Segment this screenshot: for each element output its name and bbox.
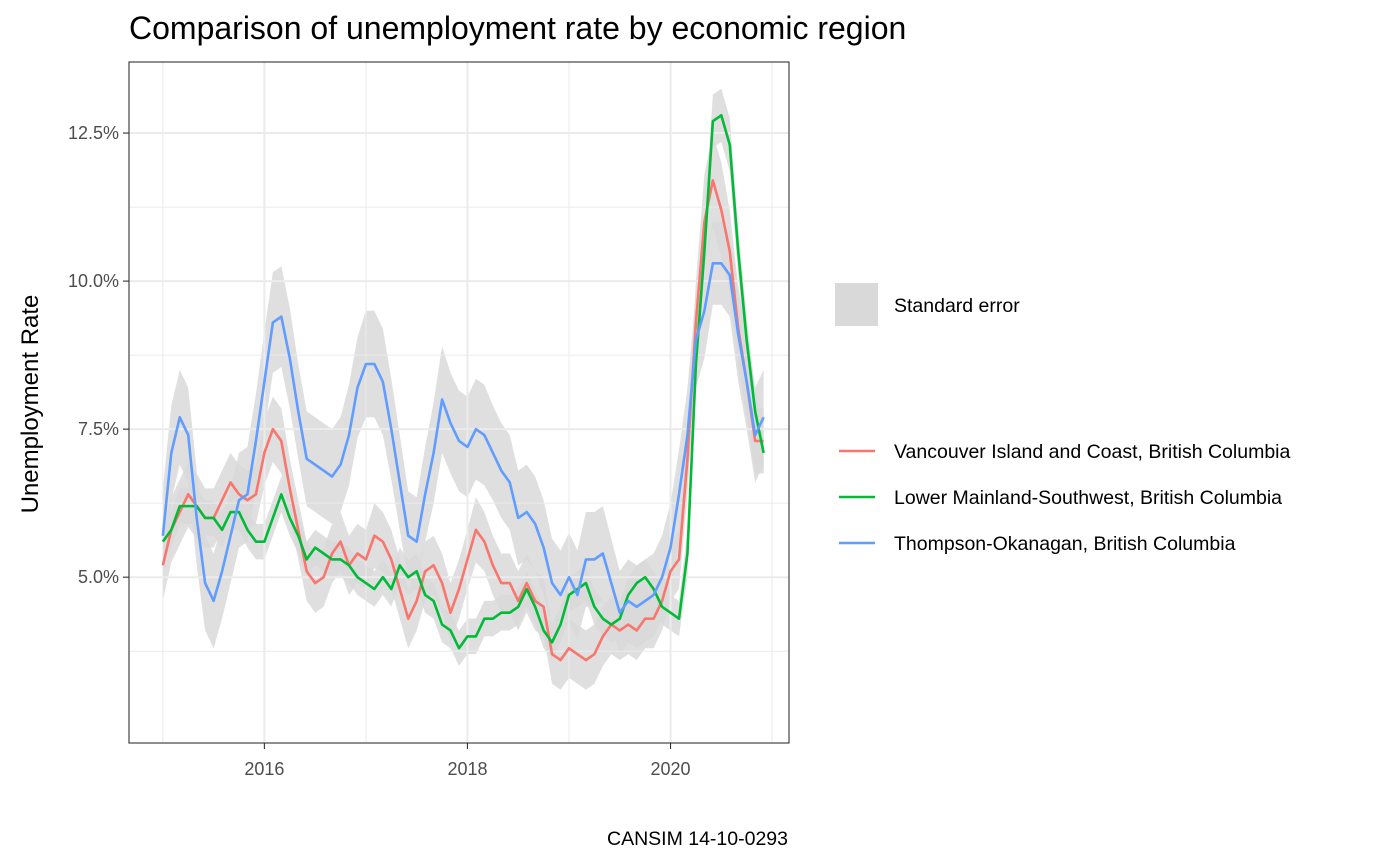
y-tick-label: 5.0%	[78, 567, 119, 587]
legend-label-series-0: Vancouver Island and Coast, British Colu…	[894, 441, 1290, 463]
y-tick-label: 7.5%	[78, 419, 119, 439]
y-tick-label: 12.5%	[68, 123, 119, 143]
series-line-2	[161, 262, 765, 615]
y-tick-label: 10.0%	[68, 271, 119, 291]
series-line-1	[161, 114, 765, 650]
legend-label-standard-error: Standard error	[894, 295, 1020, 317]
legend-key-standard-error	[835, 283, 878, 326]
x-tick-label: 2016	[244, 759, 284, 779]
x-tick-label: 2018	[447, 759, 487, 779]
legend-label-series-2: Thompson-Okanagan, British Columbia	[894, 533, 1236, 555]
axes: 5.0% 7.5% 10.0% 12.5% 2016 2018 2020	[68, 123, 691, 779]
legend-label-series-1: Lower Mainland-Southwest, British Columb…	[894, 487, 1282, 509]
plot-panel-border	[128, 61, 790, 744]
grid-lines	[129, 62, 789, 743]
chart-title: Comparison of unemployment rate by econo…	[129, 10, 906, 46]
caption: CANSIM 14-10-0293	[607, 828, 788, 850]
x-tick-label: 2020	[651, 759, 691, 779]
series-line-0	[161, 179, 764, 662]
series-lines	[161, 114, 765, 662]
standard-error-ribbon-2	[162, 221, 764, 655]
y-axis-title: Unemployment Rate	[17, 295, 44, 514]
standard-error-ribbons	[162, 88, 764, 690]
legend: Standard error Vancouver Island and Coast…	[835, 283, 1290, 555]
